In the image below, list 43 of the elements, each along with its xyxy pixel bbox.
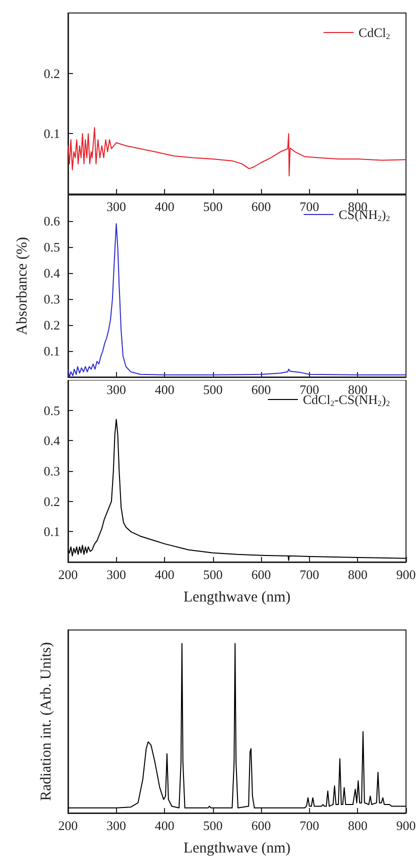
x-axis-title: Lengthwave (nm) (183, 590, 291, 606)
x-tick-label: 300 (106, 567, 126, 582)
x-tick-label: 400 (154, 567, 174, 582)
y-tick-label: 0.1 (44, 524, 60, 540)
y-tick-label: 0.5 (44, 240, 60, 254)
x-tick-label: 300 (106, 199, 126, 214)
x-tick-label: 600 (251, 567, 271, 582)
x-tick-label: 500 (203, 818, 223, 833)
x-tick-label: 500 (203, 382, 223, 397)
y-tick-label: 0.2 (44, 318, 60, 332)
x-tick-label: 400 (154, 818, 174, 833)
x-tick-label: 700 (300, 567, 320, 582)
x-tick-label: 200 (58, 567, 78, 582)
x-tick-label: 600 (251, 818, 271, 833)
x-axis-title: Lengthwave (nm) (183, 840, 291, 856)
x-tick-label: 300 (106, 818, 126, 833)
x-tick-label: 200 (58, 818, 78, 833)
y-tick-label: 0.3 (44, 464, 60, 478)
x-tick-label: 700 (300, 818, 320, 833)
y-tick-label: 0.2 (44, 66, 60, 81)
x-tick-label: 700 (300, 199, 320, 214)
x-tick-label: 500 (203, 199, 223, 214)
y-tick-label: 0.5 (44, 402, 60, 418)
x-tick-label: 600 (251, 382, 271, 397)
y-tick-label: 0.1 (44, 126, 60, 142)
y-tick-label: 0.4 (44, 266, 60, 280)
x-tick-label: 800 (348, 818, 368, 833)
y-tick-label: 0.4 (44, 433, 60, 448)
x-tick-label: 500 (203, 567, 223, 582)
y-axis-title: Absorbance (%) (14, 237, 30, 335)
x-tick-label: 300 (106, 382, 126, 397)
y-axis-title: Radiation int. (Arb. Units) (38, 642, 54, 801)
x-tick-label: 800 (348, 567, 368, 582)
y-tick-label: 0.1 (44, 344, 60, 358)
line-series (68, 127, 406, 176)
x-tick-label: 900 (396, 567, 416, 582)
x-tick-label: 600 (251, 199, 271, 214)
x-tick-label: 400 (154, 382, 174, 397)
y-tick-label: 0.6 (44, 214, 60, 228)
x-tick-label: 400 (154, 199, 174, 214)
y-tick-label: 0.2 (44, 494, 60, 509)
x-tick-label: 900 (396, 818, 416, 833)
y-tick-label: 0.3 (44, 292, 60, 306)
